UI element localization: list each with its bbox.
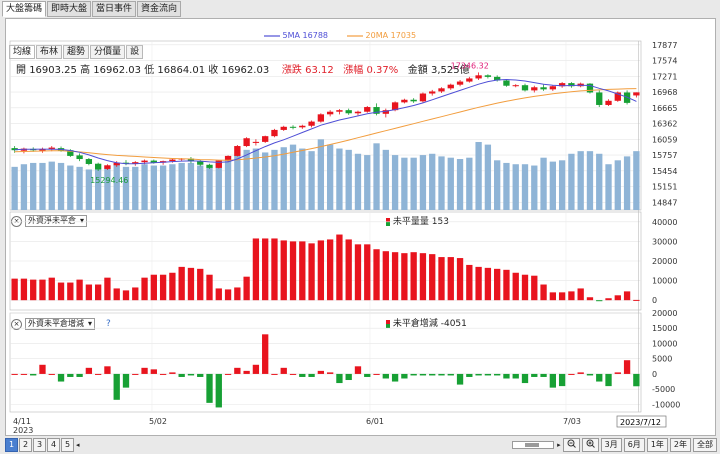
close-value: 16962.03 bbox=[221, 65, 270, 76]
range-3m-button[interactable]: 3月 bbox=[600, 438, 622, 452]
indicator2-select[interactable]: 外資未平倉增減 ▾ bbox=[25, 318, 96, 330]
zoom-in-button[interactable] bbox=[581, 438, 599, 452]
change-value: 63.12 bbox=[305, 65, 334, 76]
page-button-2[interactable]: 2 bbox=[19, 438, 32, 452]
range-6m-button[interactable]: 6月 bbox=[623, 438, 645, 452]
zoom-out-button[interactable] bbox=[562, 438, 580, 452]
page-button-4[interactable]: 4 bbox=[47, 438, 60, 452]
ma20-legend: 20MA 17035 bbox=[347, 31, 416, 40]
subtab-bollinger[interactable]: 布林 bbox=[36, 45, 63, 59]
zoom-in-icon bbox=[586, 439, 595, 448]
ohlc-summary: 開 16903.25 高 16962.03 低 16864.01 收 16962… bbox=[16, 61, 470, 76]
high-label: 高 bbox=[80, 65, 91, 76]
ma5-swatch bbox=[264, 34, 280, 37]
close-icon[interactable]: × bbox=[11, 215, 22, 227]
indicator2-legend-text: 未平倉增減 -4051 bbox=[392, 319, 467, 329]
updown-swatch-icon bbox=[386, 319, 390, 328]
subtab-settings[interactable]: 設 bbox=[126, 45, 144, 59]
indicator2-header: × 外資未平倉增減 ▾ ? bbox=[11, 318, 111, 330]
indicator1-legend-text: 未平量量 153 bbox=[392, 217, 449, 227]
high-value: 16962.03 bbox=[93, 65, 141, 76]
amount-label: 金額 bbox=[407, 65, 428, 76]
indicator1-header: × 外資淨未平倉 ▾ bbox=[11, 215, 88, 227]
close-label: 收 bbox=[208, 65, 219, 76]
ma5-legend: 5MA 16788 bbox=[264, 31, 328, 40]
chart-scrollbar[interactable] bbox=[512, 441, 555, 449]
subtab-ma[interactable]: 均線 bbox=[9, 45, 36, 59]
ma20-legend-text: 20MA 17035 bbox=[365, 31, 417, 40]
zoom-out-icon bbox=[567, 439, 576, 448]
ma20-swatch bbox=[347, 34, 363, 37]
range-1y-button[interactable]: 1年 bbox=[646, 438, 668, 452]
updown-swatch-icon bbox=[386, 217, 390, 226]
top-tabs: 大盤籌碼 即時大盤 當日事件 資金流向 bbox=[2, 1, 182, 17]
chart-frame bbox=[5, 18, 716, 436]
change-label: 漲跌 bbox=[281, 65, 302, 76]
indicator1-select-label: 外資淨未平倉 bbox=[28, 216, 76, 225]
indicator-subtabs: 均線 布林 趨勢 分價量 設 bbox=[9, 45, 144, 59]
scroll-right-icon[interactable]: ▸ bbox=[557, 441, 561, 449]
chevron-down-icon: ▾ bbox=[80, 216, 85, 225]
low-label: 低 bbox=[144, 65, 155, 76]
range-all-button[interactable]: 全部 bbox=[693, 438, 717, 452]
tab-market-chips[interactable]: 大盤籌碼 bbox=[2, 1, 47, 17]
help-icon[interactable]: ? bbox=[106, 319, 111, 329]
low-value: 16864.01 bbox=[157, 65, 206, 76]
indicator1-legend: 未平量量 153 bbox=[386, 214, 449, 227]
subtab-trend[interactable]: 趨勢 bbox=[63, 45, 90, 59]
subtab-price-volume[interactable]: 分價量 bbox=[90, 45, 126, 59]
tab-realtime-market[interactable]: 即時大盤 bbox=[47, 1, 92, 17]
pct-label: 漲幅 bbox=[343, 65, 364, 76]
range-2y-button[interactable]: 2年 bbox=[669, 438, 691, 452]
page-button-1[interactable]: 1 bbox=[5, 438, 18, 452]
close-icon[interactable]: × bbox=[11, 318, 22, 330]
tab-fund-flow[interactable]: 資金流向 bbox=[137, 1, 182, 17]
amount-value: 3,525億 bbox=[430, 65, 470, 76]
page-button-5[interactable]: 5 bbox=[61, 438, 74, 452]
pct-value: 0.37% bbox=[366, 65, 399, 76]
indicator2-select-label: 外資未平倉增減 bbox=[28, 319, 84, 328]
open-label: 開 bbox=[16, 65, 26, 76]
bottom-toolbar: 1 2 3 4 5 ◂ ▸ 3月 6月 1年 2年 全部 bbox=[0, 436, 720, 454]
scrollbar-thumb[interactable] bbox=[525, 443, 540, 447]
tab-daily-events[interactable]: 當日事件 bbox=[92, 1, 137, 17]
indicator1-select[interactable]: 外資淨未平倉 ▾ bbox=[25, 215, 88, 227]
ma5-legend-text: 5MA 16788 bbox=[282, 31, 329, 40]
page-left-arrow-icon[interactable]: ◂ bbox=[76, 441, 80, 449]
page-button-3[interactable]: 3 bbox=[33, 438, 46, 452]
open-value: 16903.25 bbox=[29, 65, 77, 76]
chevron-down-icon: ▾ bbox=[88, 319, 93, 328]
indicator2-legend: 未平倉增減 -4051 bbox=[386, 316, 467, 329]
